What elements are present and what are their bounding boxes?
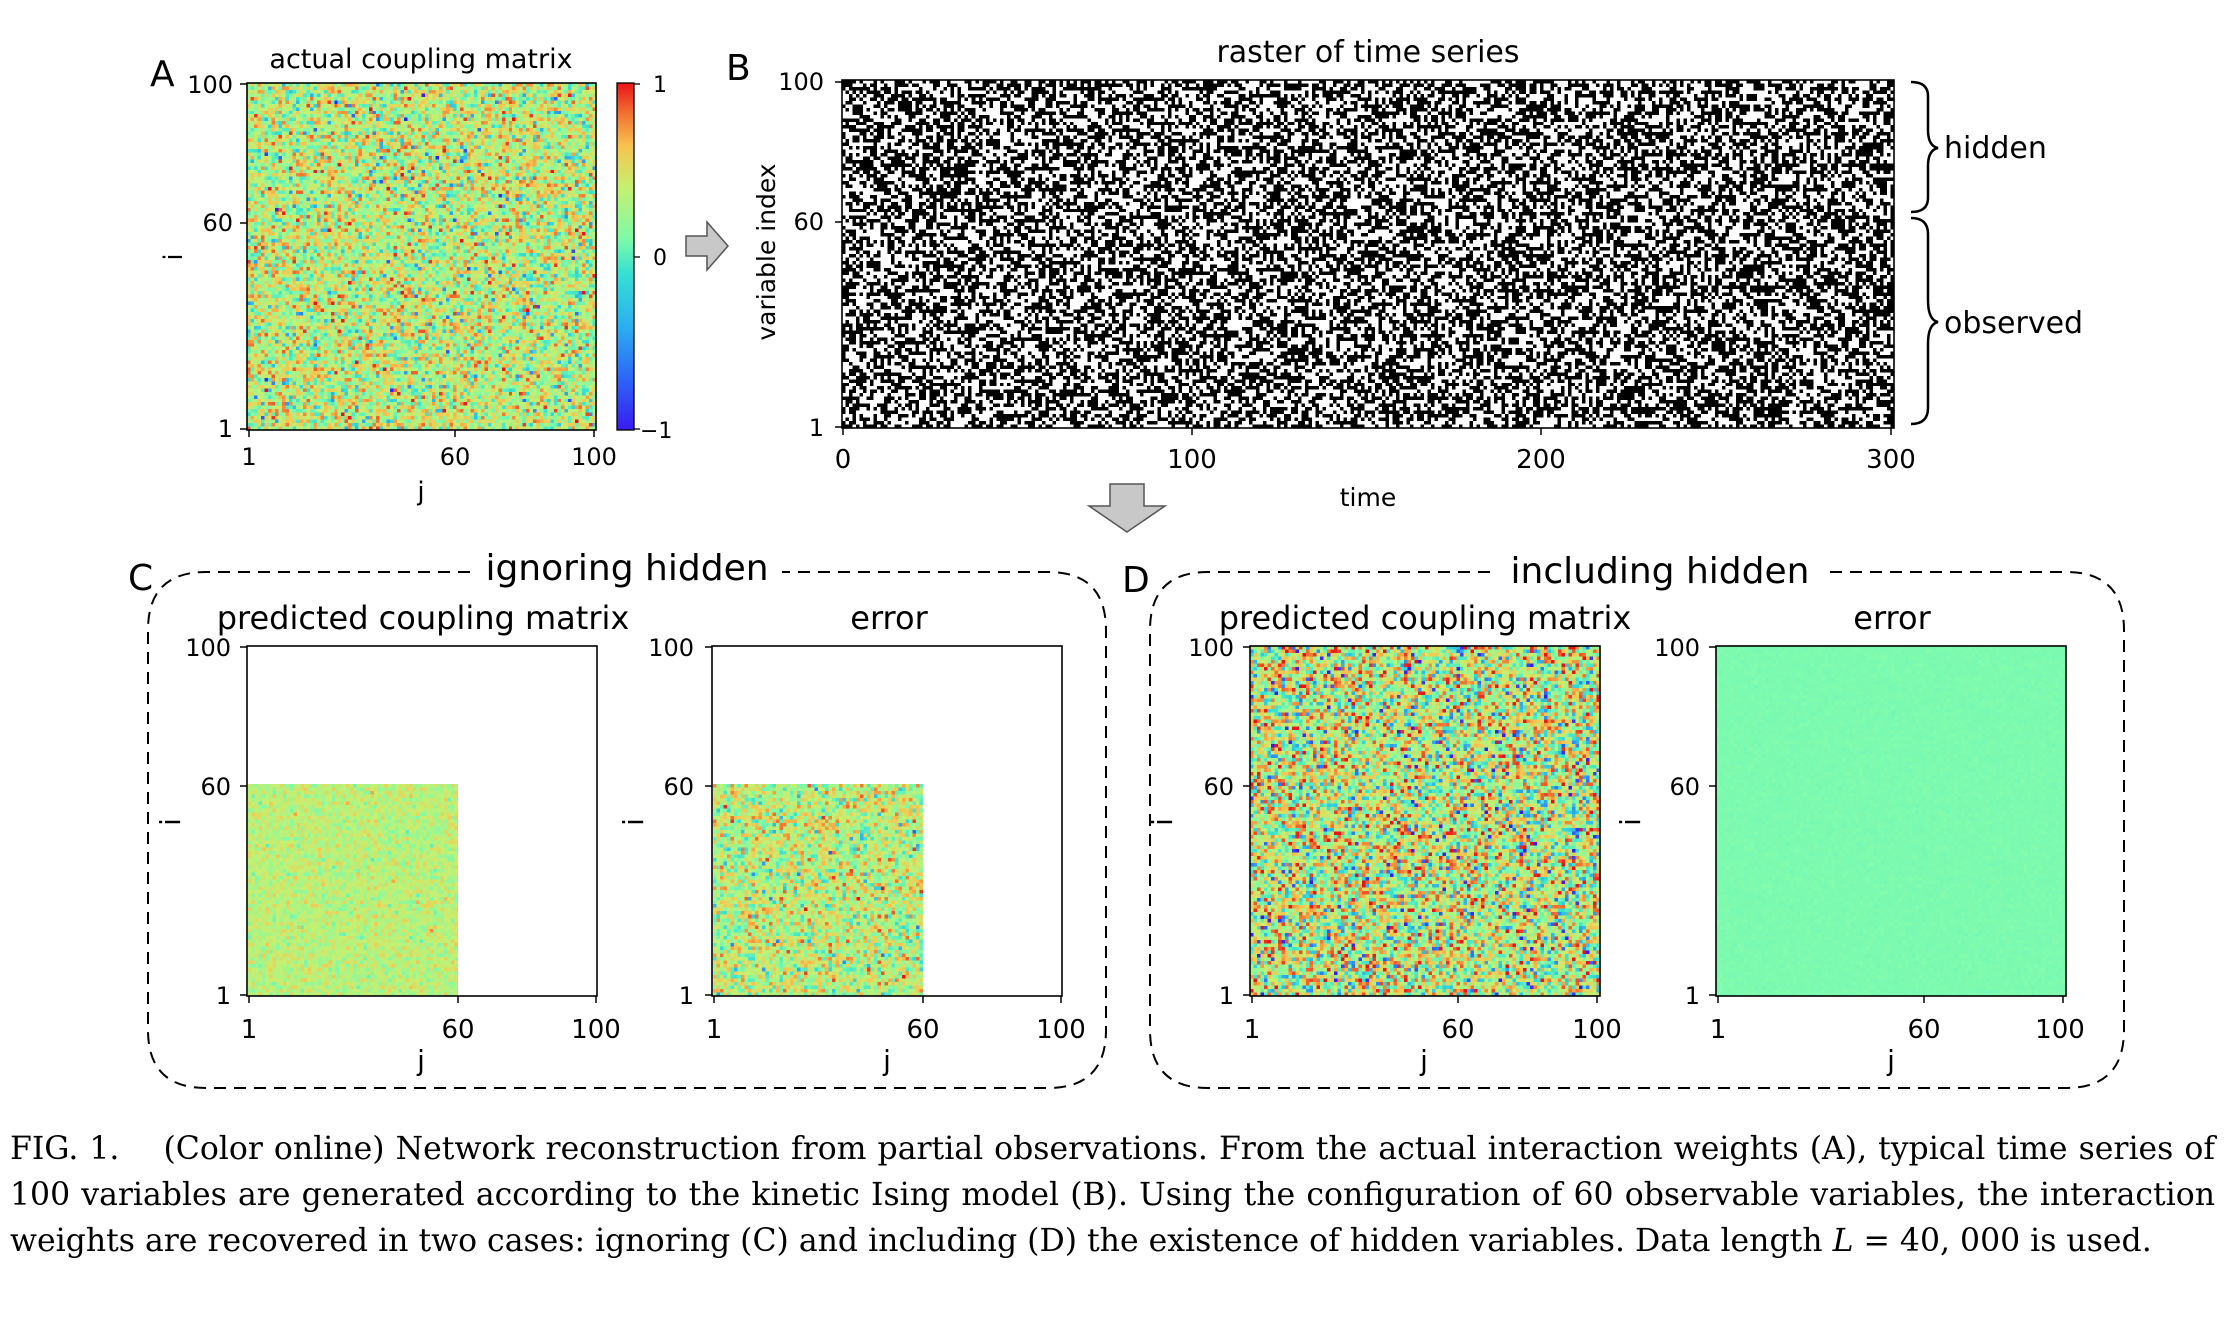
- panel-d: D including hidden predicted coupling ma…: [1122, 551, 2125, 1089]
- panel-d-xlabel: j: [1419, 1044, 1428, 1077]
- panel-d-ytick-label: 100: [1654, 634, 1700, 662]
- panel-d-xtick-label: 1: [1244, 1015, 1261, 1045]
- colorbar-tick-label: −1: [640, 419, 672, 444]
- panel-d-xtick-label: 100: [2035, 1015, 2085, 1045]
- panel-b-ytick-label: 100: [778, 68, 824, 96]
- panel-c-xtick-label: 60: [441, 1015, 474, 1045]
- panel-a-xtick-label: 1: [241, 443, 256, 471]
- right-arrow-icon: [685, 220, 729, 272]
- panel-c-ylabel: i: [154, 818, 187, 826]
- panel-a-xlabel: j: [416, 477, 424, 507]
- panel-c-xtick-label: 100: [571, 1015, 621, 1045]
- panel-a-yticks: 100 60 1: [187, 71, 247, 443]
- panel-a-ylabel: i: [159, 253, 189, 260]
- panel-d-left-axes: 100 60 1 1 60 100 j i: [1146, 634, 1622, 1077]
- panel-c-left-title: predicted coupling matrix: [217, 599, 630, 637]
- panel-c-ytick-label: 100: [648, 634, 694, 662]
- panel-d-xtick-label: 60: [1907, 1015, 1940, 1045]
- panel-c-ytick-label: 60: [200, 773, 231, 801]
- panel-c-xlabel: j: [882, 1044, 891, 1077]
- panel-a-title: actual coupling matrix: [269, 44, 572, 75]
- panel-d-xtick-label: 1: [1710, 1015, 1727, 1045]
- caption-label: FIG. 1.: [10, 1131, 120, 1167]
- panel-d-left-title: predicted coupling matrix: [1219, 599, 1632, 637]
- panel-c-left-axes: 100 60 1 1 60 100 j i: [154, 634, 621, 1077]
- down-arrow-icon: [1086, 483, 1168, 533]
- panel-d-ytick-label: 60: [1203, 773, 1234, 801]
- panel-c-ytick-label: 60: [663, 773, 694, 801]
- panel-a-xtick-label: 60: [440, 443, 471, 471]
- panel-c-xlabel: j: [416, 1044, 425, 1077]
- panel-d-frame: [1149, 571, 2125, 1089]
- panel-c-frame: [147, 571, 1107, 1089]
- panel-d-ytick-label: 100: [1188, 634, 1234, 662]
- panel-d-xtick-label: 100: [1572, 1015, 1622, 1045]
- observed-brace: [1910, 216, 1939, 426]
- panel-b-xtick-label: 200: [1516, 445, 1566, 475]
- panel-a-ytick-label: 1: [218, 415, 233, 443]
- panel-c-xtick-label: 1: [241, 1015, 258, 1045]
- panel-c-xtick-label: 60: [906, 1015, 939, 1045]
- hidden-brace: [1910, 80, 1939, 214]
- panel-b-ytick-label: 60: [793, 208, 824, 236]
- caption-text-end: = 40, 000 is used.: [1853, 1223, 2152, 1259]
- panel-b-title: raster of time series: [1216, 35, 1519, 70]
- panel-d-xlabel: j: [1886, 1044, 1895, 1077]
- panel-c-right-title: error: [850, 599, 928, 637]
- panel-a-heatmap: [247, 83, 596, 430]
- panel-d-error-heatmap: [1716, 646, 2066, 996]
- panel-a-ytick-label: 60: [202, 209, 233, 237]
- panel-c-letter: C: [128, 558, 153, 599]
- panel-d-right-title: error: [1853, 599, 1931, 637]
- panel-b-xtick-label: 300: [1866, 445, 1916, 475]
- panel-b-xtick-label: 100: [1167, 445, 1217, 475]
- panel-d-ytick-label: 60: [1669, 773, 1700, 801]
- panel-b-xlabel: time: [1340, 483, 1396, 512]
- panel-c-xtick-label: 1: [706, 1015, 723, 1045]
- panel-c-predicted-heatmap: [248, 784, 458, 996]
- panel-b-raster: [842, 80, 1894, 428]
- panel-b-letter: B: [726, 48, 751, 89]
- panel-c-ytick-label: 1: [679, 982, 694, 1010]
- panel-d-xtick-label: 60: [1441, 1015, 1474, 1045]
- panel-c-ytick-label: 1: [216, 982, 231, 1010]
- panel-c: C ignoring hidden predicted coupling mat…: [128, 548, 1107, 1089]
- panel-b-ytick-label: 1: [809, 414, 824, 442]
- panel-c-xtick-label: 100: [1036, 1015, 1086, 1045]
- colorbar-tick-label: 1: [653, 73, 667, 98]
- caption-math-symbol: L: [1832, 1223, 1854, 1259]
- panel-d-predicted-heatmap: [1250, 646, 1600, 996]
- panel-a-colorbar: 1 0 −1: [616, 73, 672, 444]
- panel-c-ytick-label: 100: [185, 634, 231, 662]
- colorbar-tick-label: 0: [653, 246, 667, 271]
- brace-label-observed: observed: [1944, 306, 2083, 341]
- panel-b-xticks: 0 100 200 300: [835, 428, 1916, 475]
- panel-a-ytick-label: 100: [187, 71, 233, 99]
- panel-c-group-title: ignoring hidden: [485, 548, 768, 589]
- panel-c-ylabel: i: [617, 818, 650, 826]
- panel-b: B raster of time series 100 60 1 0 100 2…: [726, 35, 2083, 512]
- figure-caption: FIG. 1. (Color online) Network reconstruc…: [10, 1126, 2215, 1264]
- panel-a: A actual coupling matrix 100 60 1 1 60 1…: [150, 44, 672, 507]
- brace-label-hidden: hidden: [1944, 131, 2047, 166]
- panel-c-error-heatmap: [713, 784, 923, 996]
- panel-b-yticks: 100 60 1: [778, 68, 842, 442]
- panel-a-letter: A: [150, 54, 175, 95]
- panel-b-ylabel: variable index: [752, 163, 781, 340]
- panel-d-ylabel: i: [1614, 818, 1647, 826]
- panel-b-xtick-label: 0: [835, 445, 852, 475]
- panel-c-right-axes: 100 60 1 1 60 100 j i: [617, 634, 1086, 1077]
- panel-d-group-title: including hidden: [1511, 551, 1810, 592]
- panel-d-right-axes: 100 60 1 1 60 100 j i: [1614, 634, 2085, 1077]
- caption-text: (Color online) Network reconstruction fr…: [10, 1131, 2216, 1259]
- panel-d-ylabel: i: [1146, 818, 1179, 826]
- panel-a-xtick-label: 100: [571, 443, 617, 471]
- panel-d-letter: D: [1122, 560, 1150, 601]
- panel-a-xticks: 1 60 100: [241, 430, 617, 471]
- panel-d-ytick-label: 1: [1219, 982, 1234, 1010]
- panel-d-ytick-label: 1: [1685, 982, 1700, 1010]
